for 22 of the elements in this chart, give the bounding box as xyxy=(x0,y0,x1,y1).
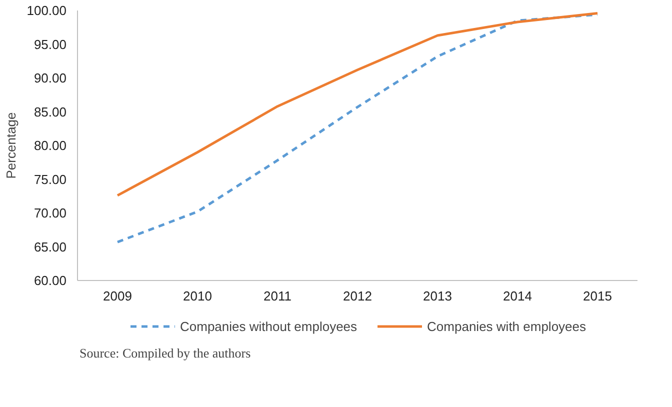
x-tick-label: 2010 xyxy=(183,288,212,304)
y-tick-label: 80.00 xyxy=(34,138,67,153)
y-tick-label: 65.00 xyxy=(34,239,67,254)
source-note: Source: Compiled by the authors xyxy=(80,346,251,360)
line-series xyxy=(116,13,599,244)
y-tick-label: 75.00 xyxy=(34,172,67,187)
x-tick-label: 2014 xyxy=(503,288,532,304)
y-tick-label: 90.00 xyxy=(34,70,67,86)
y-tick-label: 95.00 xyxy=(34,36,67,52)
legend-label: Companies with employees xyxy=(427,318,586,334)
line-series xyxy=(116,12,599,197)
legend-label: Companies without employees xyxy=(180,318,358,334)
y-tick-label: 100.00 xyxy=(26,3,67,18)
x-tick-label: 2009 xyxy=(103,288,132,304)
y-tick-label: 85.00 xyxy=(34,104,67,120)
y-tick-label: 70.00 xyxy=(34,206,67,220)
x-tick-label: 2011 xyxy=(264,288,292,304)
x-tick-label: 2012 xyxy=(343,288,372,304)
y-tick-label: 60.00 xyxy=(34,273,67,288)
x-tick-label: 2015 xyxy=(583,288,612,304)
x-tick-label: 2013 xyxy=(423,288,452,304)
y-axis-title: Percentage xyxy=(4,112,19,179)
